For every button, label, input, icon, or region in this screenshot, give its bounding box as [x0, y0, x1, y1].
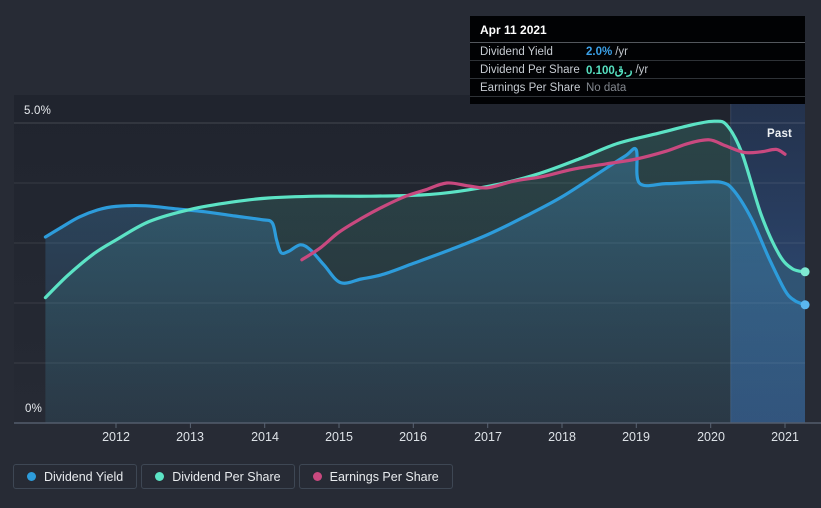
x-axis-label-2021: 2021 [771, 430, 799, 444]
tooltip-row-unit: /yr [635, 63, 649, 76]
legend-item-label: Earnings Per Share [329, 469, 439, 484]
tooltip-row-label: Dividend Per Share [480, 63, 580, 76]
x-axis-label-2017: 2017 [474, 430, 502, 444]
legend-item-label: Dividend Per Share [172, 469, 281, 484]
tooltip-row-value: 2.0% [586, 45, 613, 58]
x-axis-label-2012: 2012 [102, 430, 130, 444]
x-axis-label-2014: 2014 [251, 430, 279, 444]
x-axis-label-2018: 2018 [548, 430, 576, 444]
tooltip-rows: Dividend Yield 2.0% /yr Dividend Per Share… [470, 43, 805, 104]
x-axis-label-2016: 2016 [399, 430, 427, 444]
earnings-per-share-dot-icon [312, 472, 322, 481]
x-axis-label-2020: 2020 [697, 430, 725, 444]
tooltip-row-unit: /yr [615, 45, 628, 58]
x-axis-label-2013: 2013 [176, 430, 204, 444]
tooltip-row-earnings-per-share: Earnings Per Share No data [470, 79, 805, 97]
y-axis-label-max: 5.0% [24, 105, 52, 117]
line-dividend-yield [43, 146, 805, 307]
line-earnings-per-share [300, 138, 787, 262]
legend-item-dividend-yield[interactable]: Dividend Yield [13, 464, 138, 489]
tooltip-row-value: No data [586, 81, 627, 94]
legend-item-earnings-per-share[interactable]: Earnings Per Share [298, 464, 453, 489]
end-dot-dividend-yield [800, 300, 810, 310]
legend-item-label: Dividend Yield [44, 469, 124, 484]
legend-item-dividend-per-share[interactable]: Dividend Per Share [141, 464, 295, 489]
tooltip-row-label: Earnings Per Share [480, 81, 581, 94]
x-axis-ticks [115, 423, 786, 428]
past-label: Past [767, 128, 793, 140]
tooltip-row-value: 0.100ر.ق [586, 64, 633, 77]
chart-tooltip: Apr 11 2021 Dividend Yield 2.0% /yr Divide… [470, 16, 805, 104]
y-axis-label-min: 0% [25, 403, 43, 415]
dividend-per-share-dot-icon [155, 472, 165, 481]
tooltip-date: Apr 11 2021 [470, 16, 805, 43]
tooltip-row-dividend-yield: Dividend Yield 2.0% /yr [470, 43, 805, 61]
chart-legend: Dividend Yield Dividend Per Share Earnings… [13, 464, 453, 489]
end-dot-dividend-per-share [800, 267, 810, 277]
tooltip-row-dividend-per-share: Dividend Per Share 0.100ر.ق /yr [470, 61, 805, 79]
dividend-yield-dot-icon [27, 472, 36, 481]
x-axis-label-2019: 2019 [622, 430, 650, 444]
tooltip-row-label: Dividend Yield [480, 45, 553, 58]
x-axis-label-2015: 2015 [325, 430, 353, 444]
